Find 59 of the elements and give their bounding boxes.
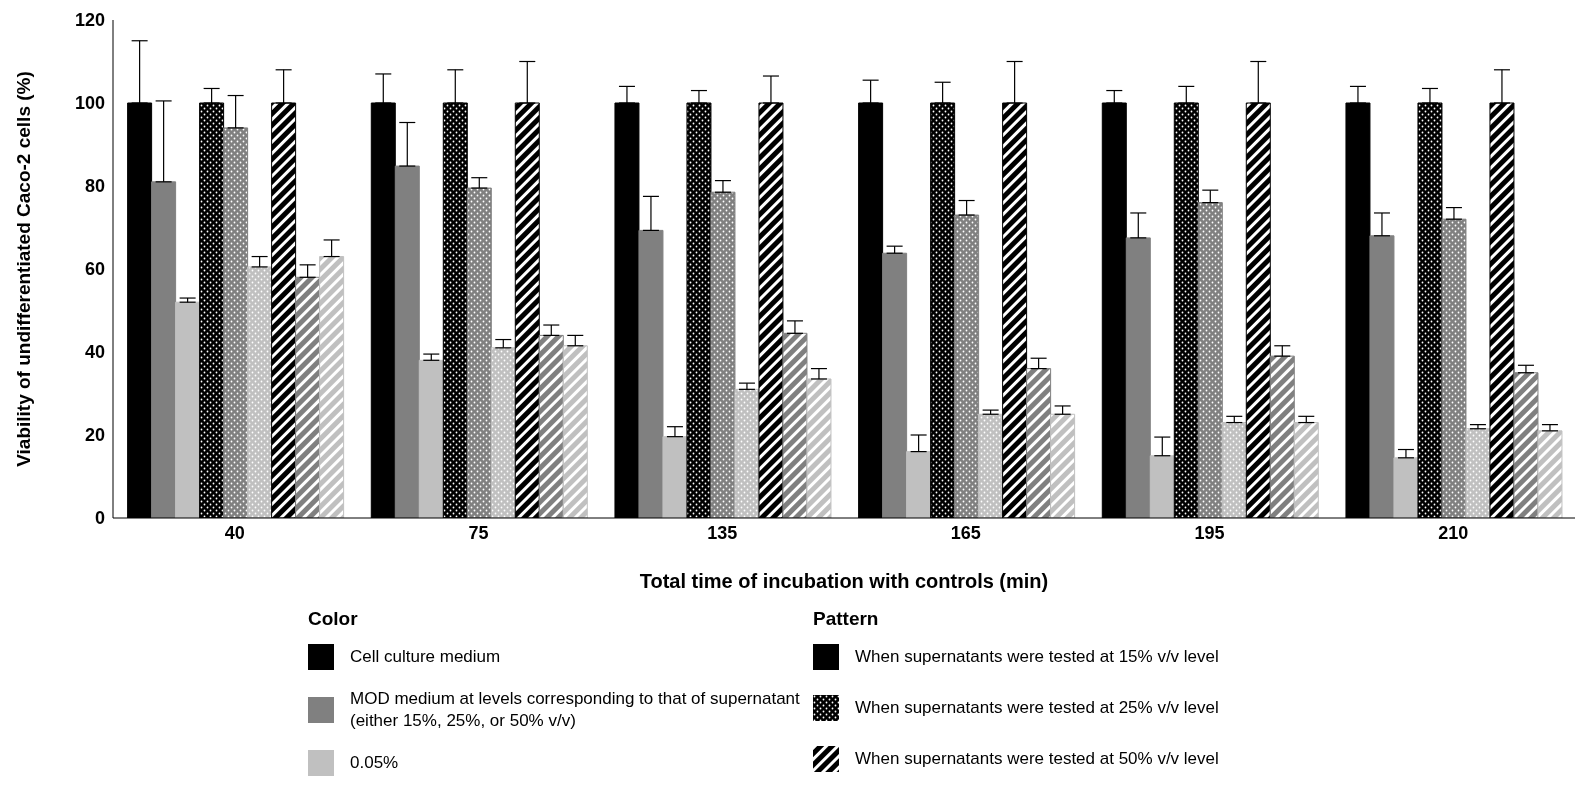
bar <box>1465 428 1491 518</box>
bar <box>151 181 177 518</box>
text: When supernatants were tested at 25% v/v level <box>855 697 1219 719</box>
bar <box>175 301 201 518</box>
bar <box>1125 237 1151 518</box>
bar <box>1537 430 1563 518</box>
bar <box>1269 355 1295 518</box>
text: Color <box>308 608 359 630</box>
bar <box>466 187 492 518</box>
bar <box>882 252 908 518</box>
y-tick-label: 80 <box>84 176 105 197</box>
bar <box>1197 202 1223 518</box>
x-axis-title: Total time of incubation with controls (min) <box>639 570 1049 592</box>
bar <box>490 347 516 518</box>
bar <box>954 214 980 518</box>
bar <box>1149 455 1175 518</box>
bar <box>418 359 444 518</box>
bar <box>978 413 1004 518</box>
text: MOD medium at levels corresponding to that of supernatant (either 15%, 25%, or 50% v/v) <box>350 688 801 732</box>
text: Cell culture medium <box>350 646 502 668</box>
y-tick-label: 40 <box>84 342 105 363</box>
bar <box>562 345 588 518</box>
bar <box>1050 413 1076 518</box>
bar <box>782 332 808 518</box>
x-tick-label: 210 <box>1438 522 1469 543</box>
bar <box>638 229 664 518</box>
x-tick-label: 75 <box>468 522 489 543</box>
y-axis-title: Viability of undifferentiated Caco-2 cells (%) <box>12 71 34 467</box>
bar <box>247 266 273 518</box>
bar <box>223 127 249 518</box>
y-tick-label: 20 <box>84 425 105 446</box>
text: When supernatants were tested at 15% v/v level <box>855 646 1219 668</box>
bar <box>319 256 345 518</box>
text: 0.05% <box>350 752 400 774</box>
bar <box>295 276 321 518</box>
y-tick-label: 100 <box>74 93 105 114</box>
x-tick-label: 135 <box>707 522 738 543</box>
bar <box>710 191 736 518</box>
x-tick-label: 195 <box>1194 522 1225 543</box>
bar <box>394 165 420 518</box>
bar <box>1513 372 1539 518</box>
bar <box>538 334 564 518</box>
y-tick-label: 0 <box>94 508 105 529</box>
y-tick-label: 120 <box>74 10 105 31</box>
bar <box>1293 422 1319 518</box>
bar <box>734 388 760 518</box>
bar <box>806 378 832 518</box>
x-tick-label: 40 <box>224 522 245 543</box>
x-tick-label: 165 <box>950 522 981 543</box>
bar <box>1026 368 1052 518</box>
y-tick-label: 60 <box>84 259 105 280</box>
bar <box>1221 422 1247 518</box>
text: Pattern <box>813 608 880 630</box>
bar <box>1369 235 1395 518</box>
bar <box>662 436 688 518</box>
text: When supernatants were tested at 50% v/v level <box>855 748 1219 770</box>
bar <box>906 451 932 518</box>
bar <box>1393 457 1419 518</box>
bar <box>1441 218 1467 518</box>
